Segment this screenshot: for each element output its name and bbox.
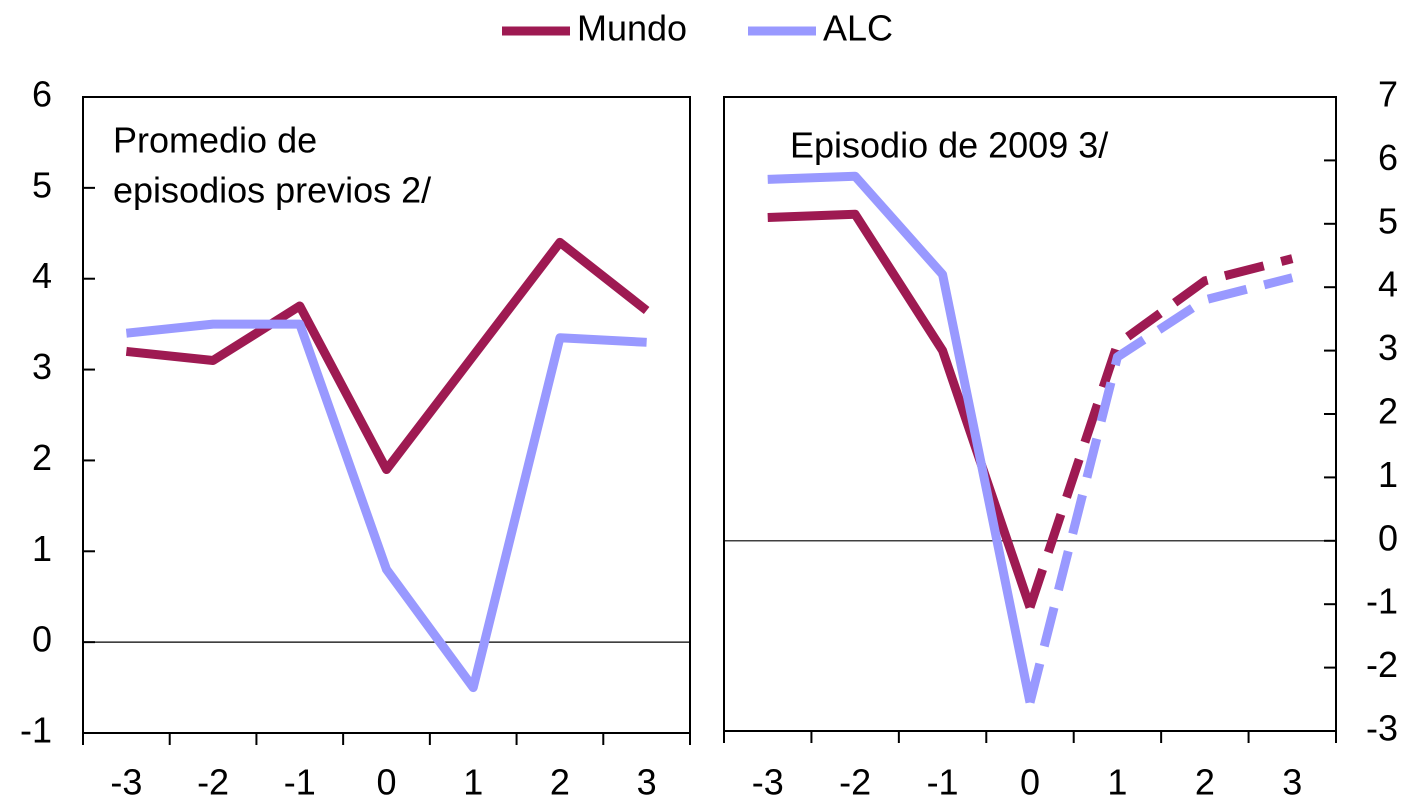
y-tick-label: 5: [1378, 200, 1398, 241]
panel-title: Promedio de: [113, 120, 317, 161]
plot-frame: [723, 96, 1337, 732]
y-tick-label: 3: [32, 346, 52, 387]
series-line: [767, 171, 1035, 704]
y-tick-label: 1: [32, 528, 52, 569]
y-tick-label: 6: [1378, 137, 1398, 178]
y-tick-label: 4: [1378, 264, 1398, 305]
x-tick-label: -1: [284, 762, 316, 803]
y-tick-label: 6: [32, 74, 52, 115]
y-tick-label: 0: [32, 619, 52, 660]
x-tick-label: 3: [1282, 762, 1302, 803]
y-tick-label: -3: [1366, 708, 1398, 749]
series-line: [125, 319, 647, 693]
x-tick-label: -1: [927, 762, 959, 803]
x-tick-label: 0: [1020, 762, 1040, 803]
y-tick-label: 3: [1378, 327, 1398, 368]
plot-frame: [82, 96, 691, 734]
x-tick-label: -2: [197, 762, 229, 803]
x-tick-label: 3: [637, 762, 657, 803]
panel-title: Episodio de 2009 3/: [790, 125, 1108, 166]
x-tick-label: 2: [550, 762, 570, 803]
y-tick-label: 7: [1378, 74, 1398, 115]
x-tick-label: 1: [463, 762, 483, 803]
y-tick-label: 5: [32, 164, 52, 205]
y-tick-label: 4: [32, 255, 52, 296]
series-line: [125, 237, 650, 475]
series-line: [1025, 254, 1294, 609]
x-tick-label: 1: [1107, 762, 1127, 803]
y-tick-label: -1: [20, 710, 52, 751]
y-tick-label: -1: [1366, 581, 1398, 622]
y-tick-label: -2: [1366, 644, 1398, 685]
legend-label: ALC: [823, 8, 893, 49]
series-line: [767, 209, 1035, 609]
x-tick-label: -3: [110, 762, 142, 803]
y-tick-label: 0: [1378, 517, 1398, 558]
x-tick-label: -3: [752, 762, 784, 803]
legend-label: Mundo: [577, 8, 687, 49]
x-tick-label: 0: [376, 762, 396, 803]
y-tick-label: 2: [1378, 391, 1398, 432]
panel-title: episodios previos 2/: [113, 170, 431, 211]
x-tick-label: 2: [1195, 762, 1215, 803]
y-tick-label: 1: [1378, 454, 1398, 495]
series-line: [1025, 273, 1294, 704]
y-tick-label: 2: [32, 437, 52, 478]
x-tick-label: -2: [839, 762, 871, 803]
